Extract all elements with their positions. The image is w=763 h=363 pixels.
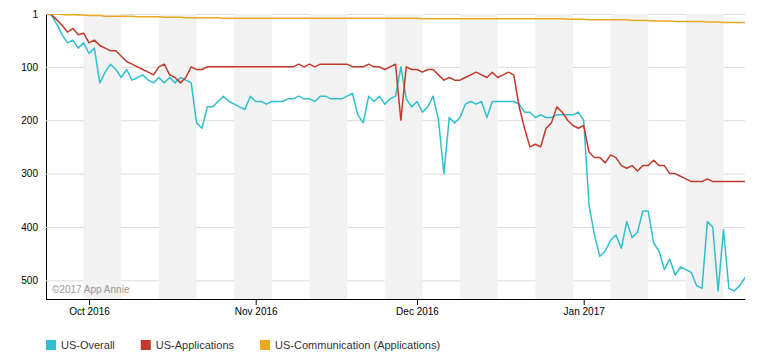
x-tick: Jan 2017: [564, 299, 606, 317]
y-axis-line: [47, 15, 746, 300]
legend-item: US-Overall: [46, 339, 115, 351]
y-tick-label: 300: [21, 168, 38, 179]
x-axis-line: [47, 299, 746, 300]
y-tick-label: 500: [21, 275, 38, 286]
annotation: ©2017 App Annie: [52, 284, 130, 295]
legend: US-Overall US-Applications US-Communicatio…: [46, 339, 440, 351]
legend-label: US-Overall: [61, 339, 115, 351]
week-stripe: [385, 14, 423, 299]
x-tick-label: Dec 2016: [396, 306, 439, 317]
legend-swatch: [46, 340, 56, 350]
y-tick-label: 100: [21, 62, 38, 73]
week-stripe: [159, 14, 197, 299]
tick-mark: [417, 299, 418, 305]
legend-item: US-Communication (Applications): [260, 339, 440, 351]
tick-mark: [89, 299, 90, 305]
week-stripe: [460, 14, 498, 299]
x-tick-label: Jan 2017: [564, 306, 606, 317]
plot: 1 100 200 300 400 500 Oct 2016 Nov 2016 Dec 2016…: [21, 9, 745, 317]
legend-label: US-Applications: [156, 339, 235, 351]
y-tick-label: 200: [21, 115, 38, 126]
x-axis: Oct 2016 Nov 2016 Dec 2016 Jan 2017: [47, 299, 746, 317]
chart: 1 100 200 300 400 500 Oct 2016 Nov 2016 Dec 2016…: [0, 0, 763, 363]
legend-item: US-Applications: [141, 339, 235, 351]
x-tick: Oct 2016: [69, 299, 110, 317]
marks: [46, 14, 745, 299]
y-tick-label: 1: [32, 9, 38, 20]
x-tick-label: Oct 2016: [69, 306, 110, 317]
tick-mark: [584, 299, 585, 305]
week-stripe: [84, 14, 122, 299]
series-line: [46, 14, 745, 23]
x-tick: Nov 2016: [235, 299, 278, 317]
week-stripe: [535, 14, 573, 299]
y-axis: 1 100 200 300 400 500: [21, 9, 745, 300]
week-stripe: [309, 14, 347, 299]
x-tick: Dec 2016: [396, 299, 439, 317]
week-stripe: [611, 14, 649, 299]
y-tick-label: 400: [21, 222, 38, 233]
legend-label: US-Communication (Applications): [275, 339, 440, 351]
legend-swatch: [260, 340, 270, 350]
x-tick-label: Nov 2016: [235, 306, 278, 317]
week-stripe: [234, 14, 272, 299]
legend-swatch: [141, 340, 151, 350]
series-line: [46, 14, 745, 182]
series-line: [46, 14, 745, 291]
tick-mark: [256, 299, 257, 305]
